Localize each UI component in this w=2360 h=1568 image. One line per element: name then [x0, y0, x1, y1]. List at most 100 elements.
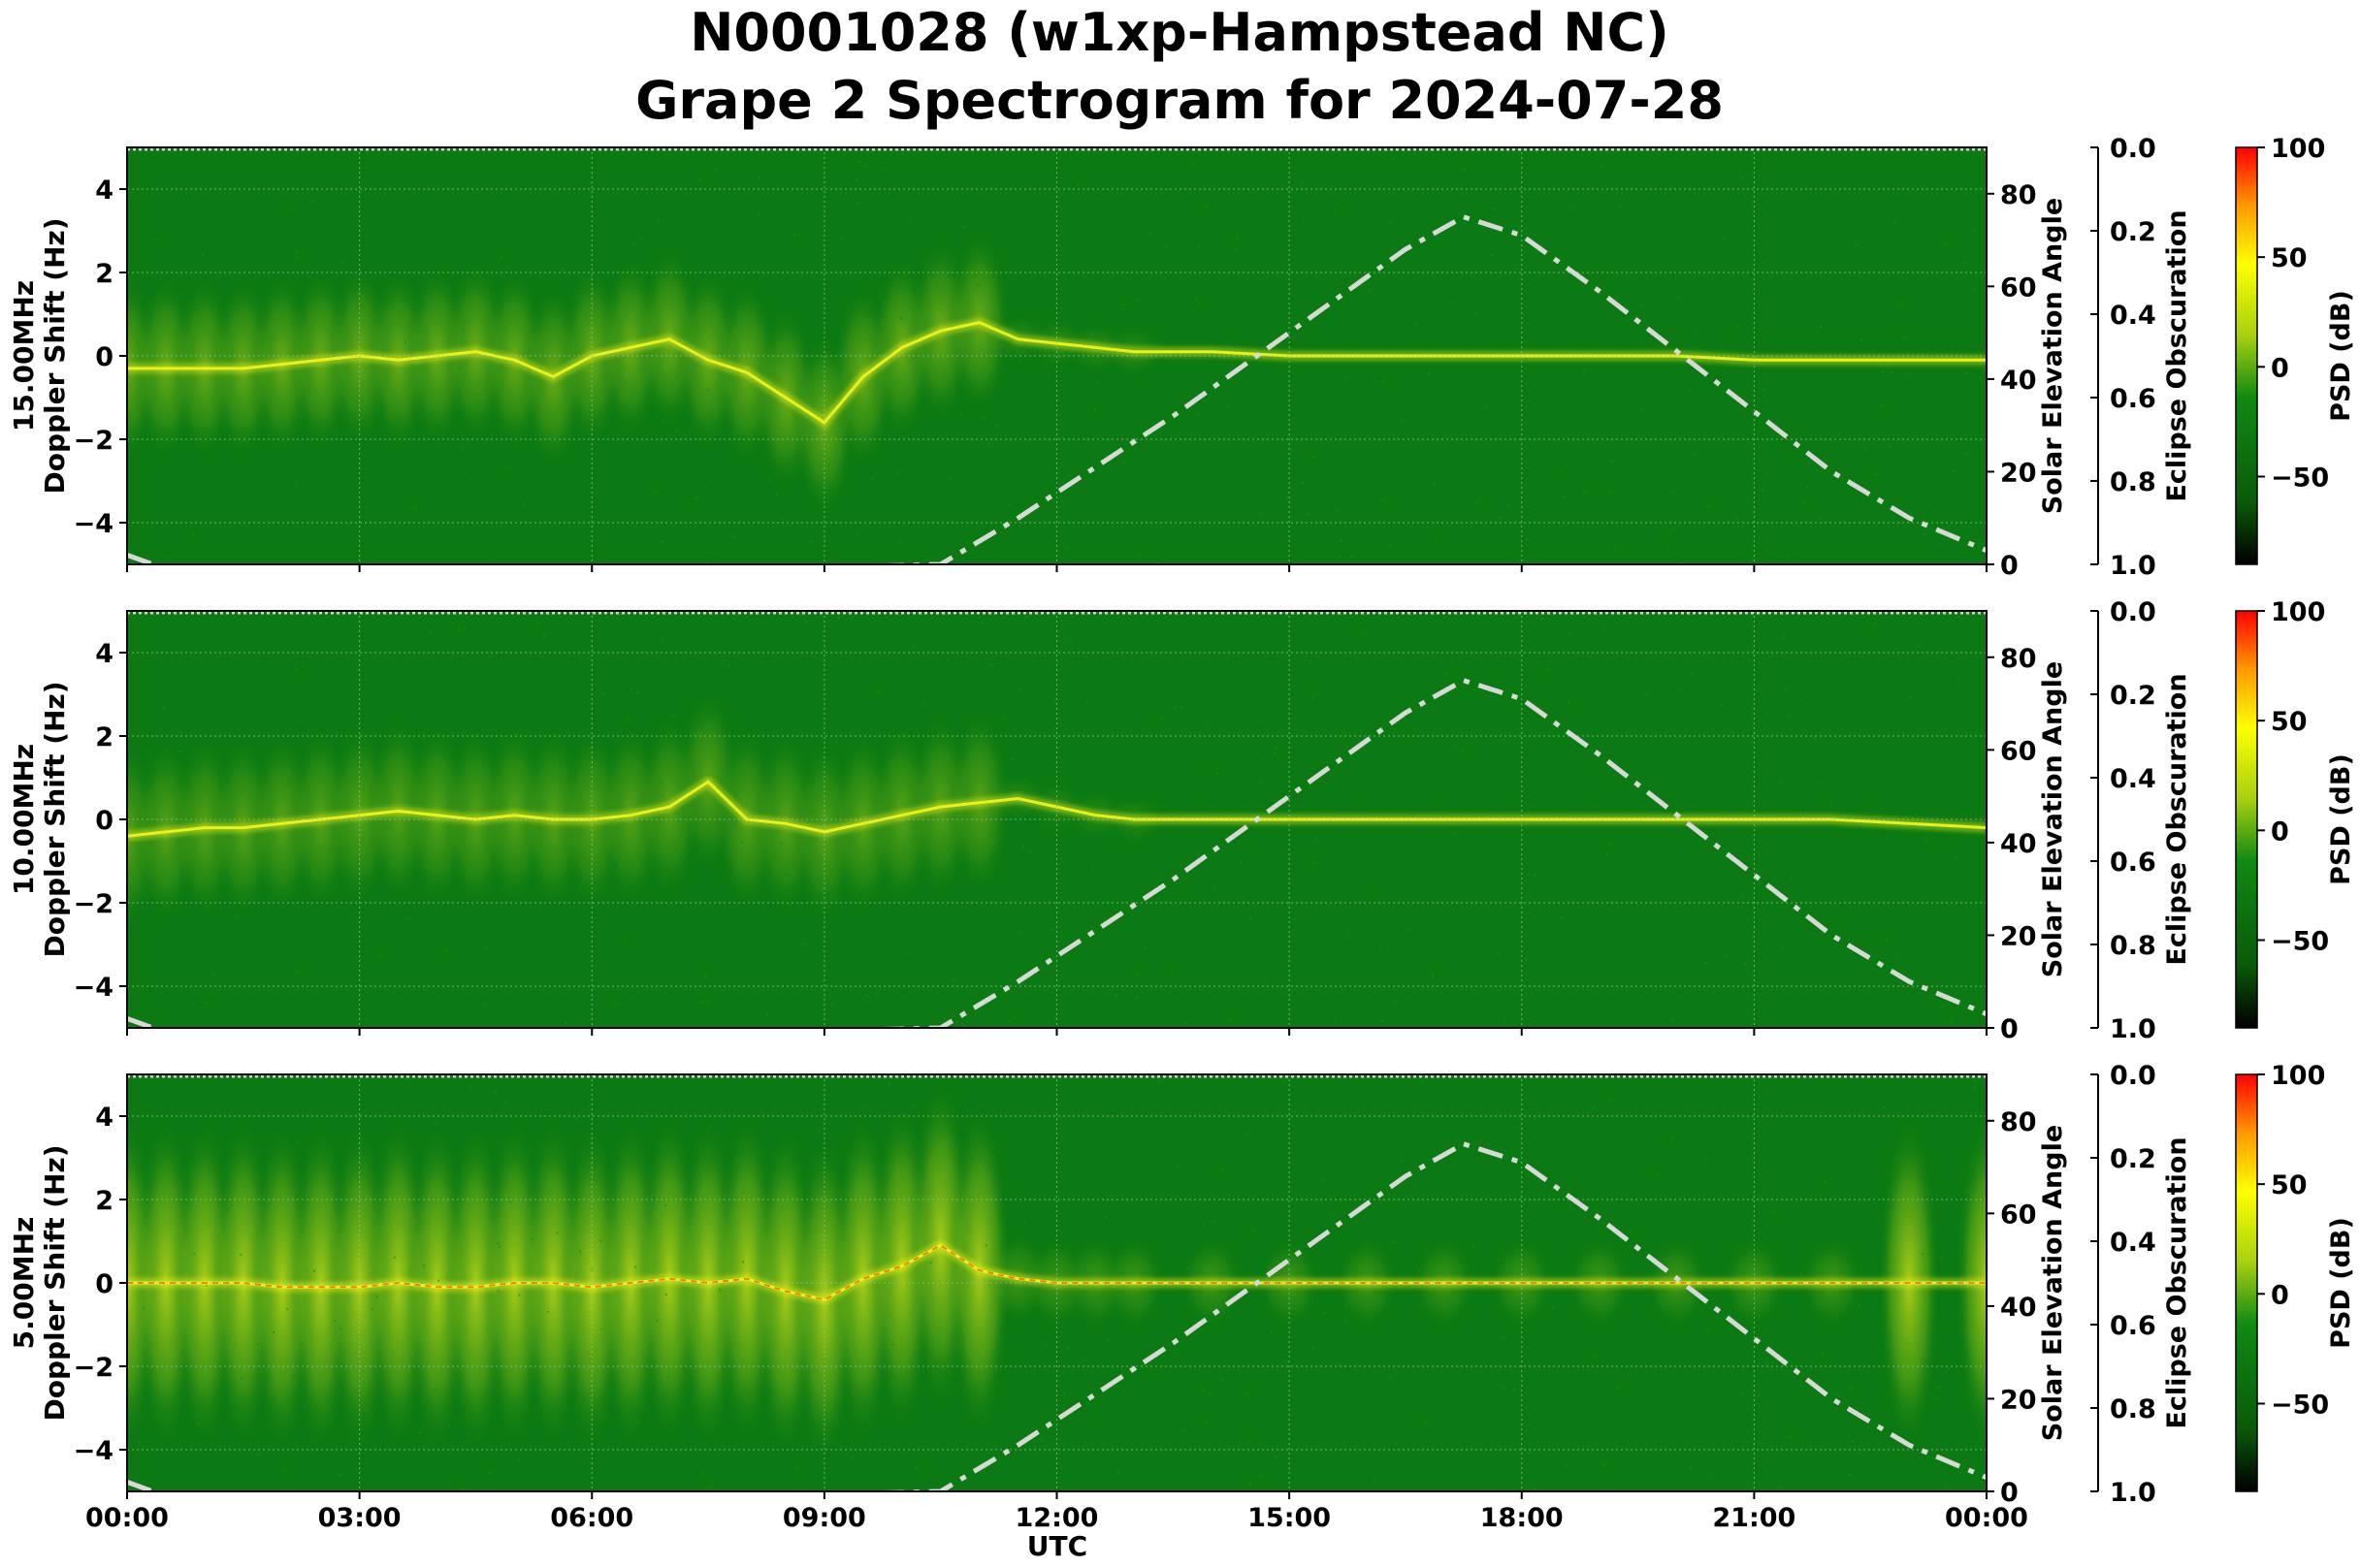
noise-speckle [846, 1381, 849, 1384]
noise-speckle [1388, 543, 1391, 546]
noise-speckle [953, 664, 955, 667]
noise-speckle [930, 858, 933, 861]
noise-speckle [1401, 401, 1404, 404]
noise-speckle [1525, 958, 1528, 961]
noise-speckle [1342, 634, 1344, 637]
noise-speckle [742, 1191, 745, 1194]
noise-speckle [837, 616, 840, 619]
noise-speckle [1040, 1438, 1043, 1441]
obscuration-tick-label: 0.4 [2110, 764, 2156, 794]
noise-speckle [1373, 377, 1375, 380]
noise-speckle [1921, 1253, 1924, 1256]
noise-speckle [1970, 1164, 1973, 1167]
noise-speckle [404, 1077, 407, 1080]
noise-speckle [354, 1418, 357, 1421]
noise-speckle [831, 985, 834, 988]
psd-tick-label: 50 [2271, 243, 2308, 273]
noise-speckle [1095, 657, 1098, 660]
y-tick-label: 4 [95, 1103, 113, 1133]
noise-speckle [1889, 444, 1891, 447]
noise-speckle [385, 1446, 388, 1449]
noise-speckle [624, 940, 627, 943]
noise-speckle [1368, 290, 1371, 293]
psd-tick-label: −50 [2271, 1390, 2329, 1420]
noise-speckle [291, 1373, 294, 1376]
noise-speckle [1289, 1113, 1292, 1116]
noise-speckle [1126, 1252, 1129, 1255]
noise-speckle [1754, 688, 1757, 691]
noise-speckle [889, 1083, 891, 1086]
noise-speckle [1582, 369, 1585, 372]
noise-speckle [1670, 492, 1673, 495]
psd-tick-label: 100 [2271, 597, 2325, 627]
noise-speckle [1390, 1290, 1393, 1293]
noise-speckle [726, 1374, 728, 1377]
noise-speckle [1934, 1397, 1937, 1400]
y-tick-label: 2 [95, 722, 113, 752]
noise-speckle [1168, 188, 1171, 191]
noise-speckle [721, 392, 724, 395]
noise-speckle [1704, 962, 1707, 965]
noise-speckle [1264, 980, 1267, 983]
elevation-tick-label: 0 [2000, 1478, 2019, 1508]
noise-speckle [1311, 1346, 1314, 1349]
noise-speckle [1535, 1117, 1537, 1120]
noise-speckle [882, 167, 885, 170]
noise-speckle [697, 178, 700, 181]
noise-speckle [1852, 522, 1855, 525]
noise-speckle [1902, 336, 1905, 338]
noise-speckle [636, 691, 639, 694]
psd-tick-label: 0 [2271, 816, 2289, 847]
noise-speckle [811, 812, 814, 815]
noise-speckle [864, 164, 867, 167]
noise-speckle [1522, 1202, 1525, 1205]
noise-speckle [673, 1133, 676, 1136]
noise-speckle [1173, 705, 1176, 708]
noise-speckle [1171, 975, 1174, 977]
noise-speckle [1559, 471, 1562, 474]
noise-speckle [1053, 1016, 1056, 1019]
noise-speckle [256, 1343, 259, 1346]
noise-speckle [666, 1376, 669, 1379]
noise-speckle [1259, 781, 1262, 784]
noise-speckle [578, 1250, 581, 1253]
noise-speckle [1030, 1290, 1033, 1293]
noise-speckle [1560, 916, 1563, 919]
noise-speckle [310, 200, 313, 203]
noise-speckle [577, 403, 580, 406]
psd-tick-label: 100 [2271, 1061, 2325, 1091]
x-tick-label: 00:00 [1945, 1503, 2028, 1533]
noise-speckle [153, 734, 156, 737]
noise-speckle [1041, 654, 1044, 656]
noise-speckle [1904, 1399, 1907, 1402]
obscuration-tick-label: 0.6 [2110, 384, 2156, 414]
noise-speckle [1346, 935, 1349, 938]
noise-speckle [898, 540, 901, 543]
noise-speckle [1693, 651, 1696, 654]
noise-speckle [1054, 833, 1057, 836]
noise-speckle [1225, 405, 1228, 408]
noise-speckle [1019, 688, 1022, 690]
noise-speckle [587, 406, 590, 409]
noise-speckle [1972, 1086, 1975, 1089]
noise-speckle [1184, 1022, 1187, 1025]
noise-speckle [1350, 555, 1353, 558]
noise-speckle [1192, 163, 1195, 166]
noise-speckle [1202, 1223, 1205, 1226]
elevation-tick-label: 20 [2000, 1385, 2037, 1415]
noise-speckle [958, 1189, 961, 1192]
obscuration-tick-label: 1.0 [2110, 551, 2156, 581]
noise-speckle [630, 688, 633, 690]
noise-speckle [1750, 740, 1753, 743]
noise-speckle [1240, 860, 1243, 863]
noise-speckle [1673, 905, 1676, 908]
noise-speckle [349, 913, 352, 916]
noise-speckle [1263, 758, 1266, 761]
elevation-tick-label: 20 [2000, 458, 2037, 488]
elevation-tick-label: 60 [2000, 272, 2037, 303]
noise-speckle [1391, 157, 1394, 160]
noise-speckle [914, 840, 917, 843]
noise-speckle [1074, 939, 1077, 942]
noise-speckle [1882, 1197, 1885, 1200]
frequency-label: 5.00MHz [8, 1217, 40, 1350]
